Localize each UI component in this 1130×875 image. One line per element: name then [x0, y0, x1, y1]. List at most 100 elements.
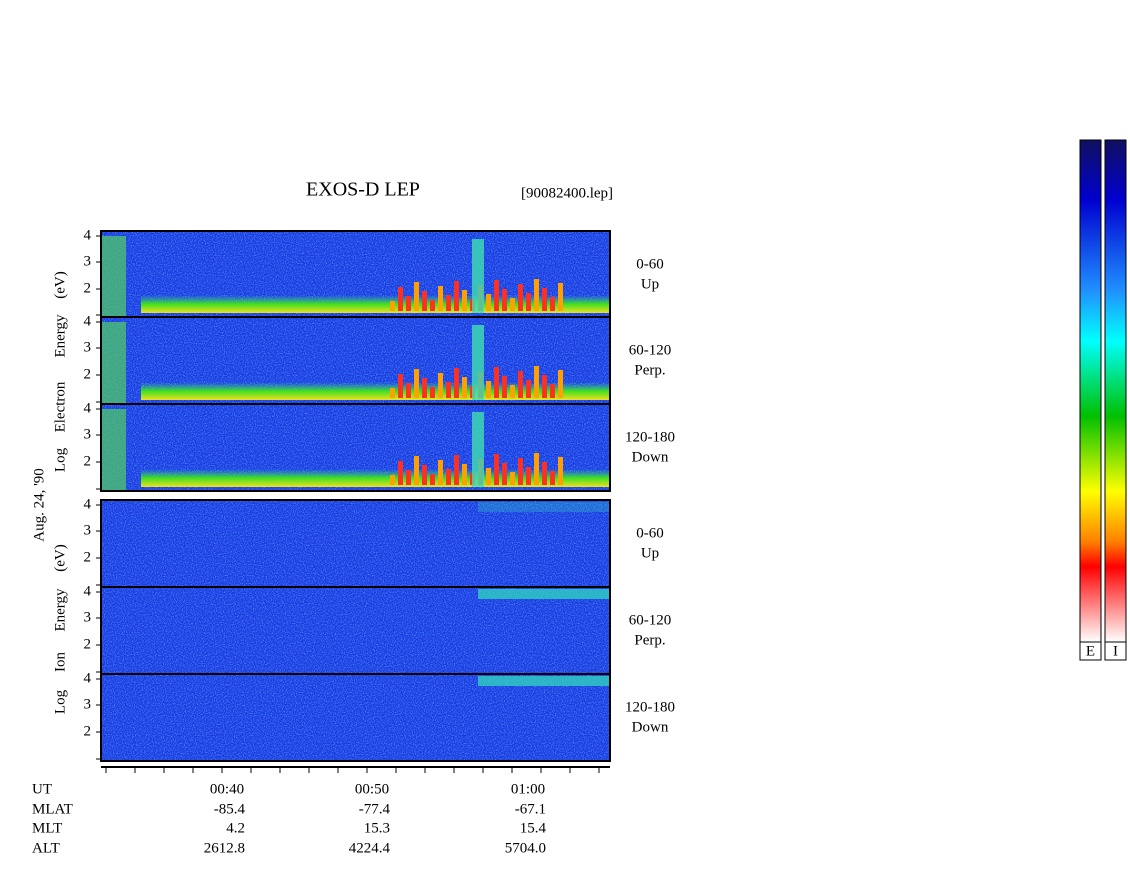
hot-spike: [558, 370, 563, 398]
y-tick-label: 2: [84, 723, 92, 739]
burst: [472, 239, 484, 313]
ion-burst: [478, 502, 610, 512]
hot-spike: [462, 464, 467, 485]
hot-spike: [414, 282, 419, 311]
hot-spike: [398, 287, 403, 311]
hot-spike: [438, 286, 443, 311]
hot-spike: [494, 367, 499, 398]
row-value: 15.4: [520, 820, 547, 836]
hot-spike: [526, 380, 531, 398]
hot-spike: [406, 383, 411, 398]
angle-label: 60-120: [629, 342, 672, 358]
hot-spike: [486, 294, 491, 311]
y-tick-label: 2: [84, 549, 92, 565]
hot-spike: [398, 374, 403, 398]
row-value: 4224.4: [349, 840, 391, 856]
y-tick-label: 4: [84, 670, 92, 686]
date: Aug. 24, '90: [31, 468, 47, 542]
spectrogram-noise: [101, 587, 610, 674]
y-tick-label: 4: [84, 313, 92, 329]
hot-spike: [446, 382, 451, 398]
y-tick-label: 4: [84, 583, 92, 599]
hot-spike: [558, 283, 563, 311]
ion-burst: [478, 589, 610, 599]
y-tick-label: 3: [84, 696, 92, 712]
hot-spike: [422, 378, 427, 398]
title: EXOS-D LEP: [306, 179, 420, 201]
hot-spike: [422, 465, 427, 485]
axis-word: Electron: [52, 381, 68, 432]
hot-spike: [430, 474, 435, 485]
row-value: 4.2: [226, 820, 245, 836]
panel-frame: [100, 673, 611, 762]
y-tick-label: 3: [84, 522, 92, 538]
colorbar: [1079, 139, 1102, 643]
low-energy-band: [141, 295, 610, 313]
colorbar-box: [1079, 641, 1102, 661]
burst: [472, 412, 484, 487]
y-tick-label: 4: [84, 227, 92, 243]
spectrogram-noise: [101, 674, 610, 761]
ion-burst: [478, 676, 610, 686]
hot-spike: [518, 284, 523, 311]
panel-frame: [100, 403, 611, 492]
hot-spike: [550, 384, 555, 398]
hot-spike: [542, 462, 547, 485]
y-tick-label: 4: [84, 400, 92, 416]
burst: [472, 325, 484, 400]
y-tick-label: 3: [84, 339, 92, 355]
hot-spike: [518, 371, 523, 398]
hot-spike: [526, 467, 531, 485]
hot-spike: [390, 475, 395, 485]
hot-spike: [454, 455, 459, 485]
y-tick-label: 2: [84, 280, 92, 296]
hot-spike: [390, 301, 395, 311]
row-name: UT: [32, 781, 52, 797]
hot-spike: [494, 280, 499, 311]
hot-spike: [438, 460, 443, 485]
y-tick-label: 4: [84, 496, 92, 512]
hot-spike: [550, 297, 555, 311]
angle-label: 120-180: [625, 699, 675, 715]
hot-spike: [510, 298, 515, 311]
hot-spike: [542, 375, 547, 398]
axis-word: Ion: [52, 652, 68, 672]
y-tick-label: 3: [84, 426, 92, 442]
row-value: -67.1: [515, 801, 546, 817]
y-tick-label: 3: [84, 253, 92, 269]
row-value: 5704.0: [505, 840, 546, 856]
hot-spike: [438, 373, 443, 398]
direction-label: Perp.: [634, 632, 665, 648]
row-value: 00:40: [210, 781, 244, 797]
row-name: ALT: [32, 840, 60, 856]
colorbar-label: I: [1113, 643, 1118, 659]
hot-spike: [510, 472, 515, 485]
hot-spike: [526, 293, 531, 311]
row-value: -85.4: [214, 801, 246, 817]
hot-spike: [486, 381, 491, 398]
axis-word: Log: [52, 689, 68, 714]
hot-spike: [534, 453, 539, 485]
angle-label: 0-60: [636, 256, 664, 272]
direction-label: Down: [632, 719, 669, 735]
axis-word: Log: [52, 447, 68, 472]
hot-spike: [534, 366, 539, 398]
hot-spike: [502, 463, 507, 485]
low-energy-band: [141, 382, 610, 400]
hot-spike: [510, 385, 515, 398]
hot-spike: [462, 377, 467, 398]
row-value: 2612.8: [204, 840, 245, 856]
y-tick-label: 3: [84, 609, 92, 625]
angle-label: 0-60: [636, 525, 664, 541]
colorbar-box: [1104, 641, 1127, 661]
hot-spike: [446, 295, 451, 311]
hot-spike: [542, 288, 547, 311]
hot-spike: [430, 300, 435, 311]
left-edge: [101, 236, 126, 317]
hot-spike: [454, 281, 459, 311]
row-value: 00:50: [355, 781, 389, 797]
y-tick-label: 2: [84, 366, 92, 382]
hot-spike: [502, 376, 507, 398]
y-tick-label: 2: [84, 636, 92, 652]
